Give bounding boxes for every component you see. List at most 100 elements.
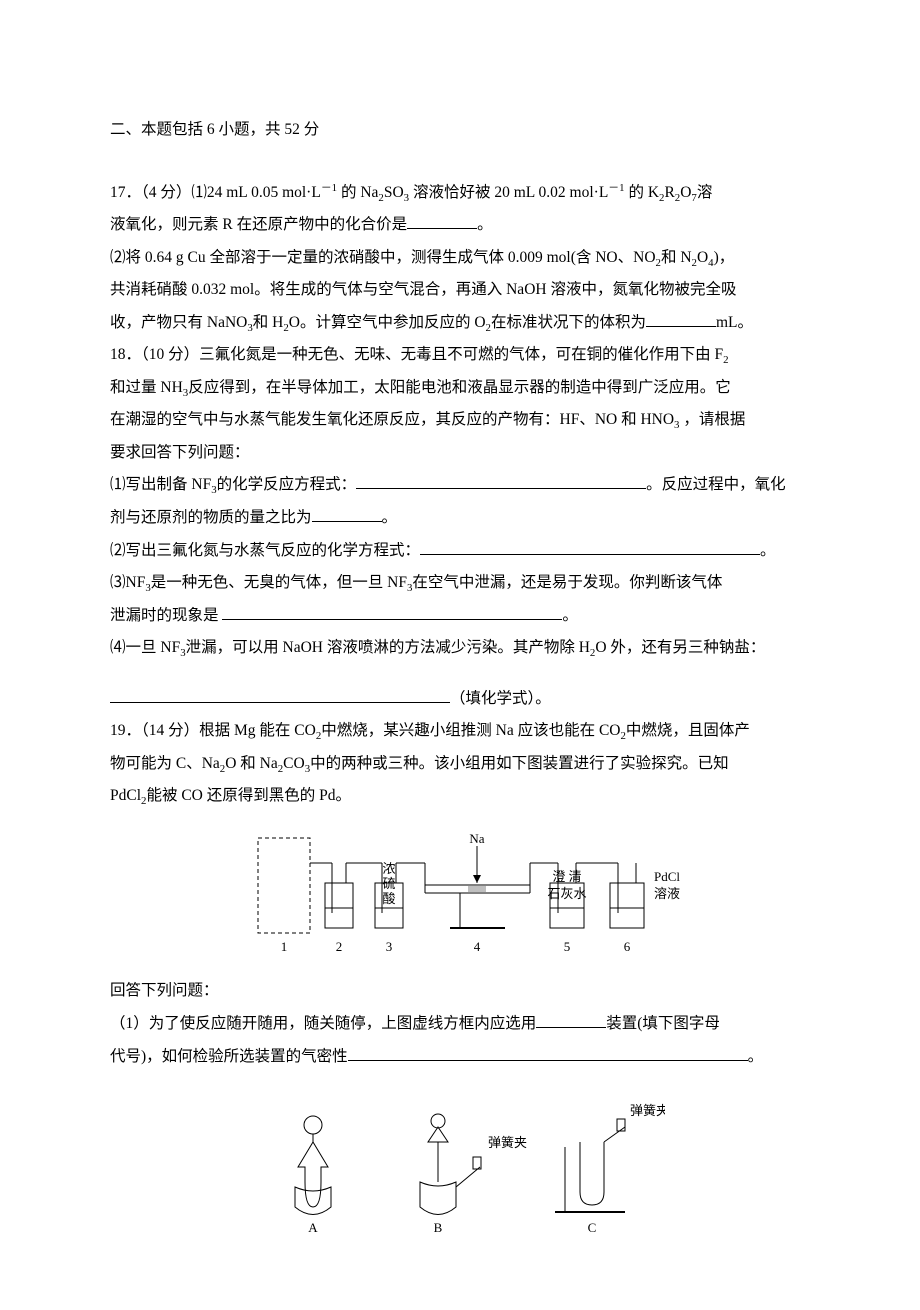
label-b: B bbox=[434, 1220, 443, 1235]
label-3: 3 bbox=[386, 939, 393, 954]
q19-line5: 代号)，如何检验所选装置的气密性 。 bbox=[110, 1041, 820, 1074]
label-sulf: 硫 bbox=[382, 876, 395, 891]
text: （填化学式）。 bbox=[450, 690, 551, 707]
q19-line3: PdCl2能被 CO 还原得到黑色的 Pd。 bbox=[110, 780, 820, 813]
q17-line5: 收，产物只有 NaNO3和 H2O。计算空气中参加反应的 O2在标准状况下的体积… bbox=[110, 307, 820, 340]
text: 反应得到，在半导体加工，太阳能电池和液晶显示器的制造中得到广泛应用。它 bbox=[188, 379, 731, 396]
text: 和过量 NH bbox=[110, 379, 183, 396]
q18-line10: ⑷一旦 NF3泄漏，可以用 NaOH 溶液喷淋的方法减少污染。其产物除 H2O … bbox=[110, 632, 820, 665]
text: 和 H bbox=[253, 314, 284, 331]
q18-line6: 剂与还原剂的物质的量之比为 。 bbox=[110, 502, 820, 535]
text: PdCl bbox=[110, 787, 141, 804]
label-na: Na bbox=[469, 831, 484, 846]
text: 液氧化，则元素 R 在还原产物中的化合价是 bbox=[110, 216, 407, 233]
label-lime: 石灰水 bbox=[547, 886, 586, 901]
label-clear: 澄 清 bbox=[552, 869, 581, 884]
text: ⑵将 0.64 g Cu 全部溶于一定量的浓硝酸中，测得生成气体 0.009 m… bbox=[110, 249, 656, 266]
text: SO bbox=[384, 184, 404, 201]
text: 。 bbox=[760, 542, 776, 559]
blank bbox=[356, 473, 646, 490]
sup: －1 bbox=[608, 181, 624, 193]
sub: 3 bbox=[404, 192, 409, 204]
text: ，请根据 bbox=[679, 411, 745, 428]
q18-line8: ⑶NF3是一种无色、无臭的气体，但一旦 NF3在空气中泄漏，还是易于发现。你判断… bbox=[110, 567, 820, 600]
text: 中燃烧，某兴趣小组推测 Na 应该也能在 CO bbox=[321, 722, 620, 739]
text: 。 bbox=[748, 1048, 764, 1065]
q18-line4: 要求回答下列问题： bbox=[110, 437, 820, 470]
q17-line2: 液氧化，则元素 R 在还原产物中的化合价是 。 bbox=[110, 209, 820, 242]
label-acid: 酸 bbox=[382, 891, 395, 906]
text: O bbox=[680, 184, 691, 201]
text: 。 bbox=[382, 509, 398, 526]
text: mL。 bbox=[716, 314, 753, 331]
text: 在空气中泄漏，还是易于发现。你判断该气体 bbox=[412, 574, 722, 591]
text: 和 N bbox=[661, 249, 692, 266]
text: O bbox=[697, 249, 708, 266]
q18-line1: 18．（10 分）三氟化氮是一种无色、无味、无毒且不可燃的气体，可在铜的催化作用… bbox=[110, 339, 820, 372]
text: 在标准状况下的体积为 bbox=[491, 314, 646, 331]
text: 泄漏时的现象是 bbox=[110, 607, 222, 624]
text: 中的两种或三种。该小组用如下图装置进行了实验探究。已知 bbox=[310, 755, 729, 772]
text: 19．（14 分）根据 Mg 能在 CO bbox=[110, 722, 316, 739]
text: ⑷一旦 NF bbox=[110, 639, 180, 656]
text: 溶液恰好被 20 mL 0.02 mol·L bbox=[413, 184, 608, 201]
text: （1）为了使反应随开随用，随关随停，上图虚线方框内应选用 bbox=[110, 1015, 536, 1032]
text: ⑵写出三氟化氮与水蒸气反应的化学方程式： bbox=[110, 542, 420, 559]
text: ⑴写出制备 NF bbox=[110, 476, 211, 493]
text: O 和 Na bbox=[225, 755, 278, 772]
text: 在潮湿的空气中与水蒸气能发生氧化还原反应，其反应的产物有：HF、NO 和 HNO bbox=[110, 411, 674, 428]
q18-line9: 泄漏时的现象是 。 bbox=[110, 600, 820, 633]
text: 物可能为 C、Na bbox=[110, 755, 220, 772]
text: 代号)，如何检验所选装置的气密性 bbox=[110, 1048, 348, 1065]
text: 的 Na bbox=[341, 184, 378, 201]
text: 。 bbox=[562, 607, 578, 624]
q18-line11: （填化学式）。 bbox=[110, 683, 820, 716]
section-header: 二、本题包括 6 小题，共 52 分 bbox=[110, 114, 820, 147]
blank bbox=[420, 538, 760, 555]
text: 的化学反应方程式： bbox=[217, 476, 357, 493]
label-pdcl2: PdCl₂ bbox=[654, 869, 680, 884]
q19-line4: （1）为了使反应随开随用，随关随停，上图虚线方框内应选用 装置(填下图字母 bbox=[110, 1008, 820, 1041]
label-4: 4 bbox=[474, 939, 481, 954]
label-5: 5 bbox=[564, 939, 571, 954]
q18-line3: 在潮湿的空气中与水蒸气能发生氧化还原反应，其反应的产物有：HF、NO 和 HNO… bbox=[110, 404, 820, 437]
blank bbox=[222, 603, 562, 620]
label-soln: 溶液 bbox=[654, 886, 680, 901]
q19-line2: 物可能为 C、Na2O 和 Na2CO3中的两种或三种。该小组用如下图装置进行了… bbox=[110, 748, 820, 781]
apparatus-diagram-2: A 弹簧夹 B 弹簧夹 C bbox=[110, 1087, 820, 1250]
text: 的 K bbox=[628, 184, 659, 201]
q18-line2: 和过量 NH3反应得到，在半导体加工，太阳能电池和液晶显示器的制造中得到广泛应用… bbox=[110, 372, 820, 405]
text: 18．（10 分）三氟化氮是一种无色、无味、无毒且不可燃的气体，可在铜的催化作用… bbox=[110, 346, 723, 363]
label-2: 2 bbox=[336, 939, 343, 954]
label-1: 1 bbox=[281, 939, 288, 954]
apparatus-diagram-1: 浓 硫 酸 Na 澄 清 石灰水 PdCl₂ 溶液 1 2 3 4 5 6 bbox=[110, 813, 820, 976]
blank bbox=[348, 1044, 748, 1061]
text: 剂与还原剂的物质的量之比为 bbox=[110, 509, 312, 526]
q18-line5: ⑴写出制备 NF3的化学反应方程式：。反应过程中，氧化 bbox=[110, 469, 820, 502]
q17-line1: 17．（4 分）⑴24 mL 0.05 mol·L－1 的 Na2SO3 溶液恰… bbox=[110, 177, 820, 210]
q17-line4: 共消耗硝酸 0.032 mol。将生成的气体与空气混合，再通入 NaOH 溶液中… bbox=[110, 274, 820, 307]
label-c: C bbox=[588, 1220, 597, 1235]
text: O 外，还有另三种钠盐： bbox=[595, 639, 765, 656]
q19-answer-header: 回答下列问题： bbox=[110, 975, 820, 1008]
label-conc: 浓 bbox=[382, 861, 395, 876]
text: )， bbox=[714, 249, 735, 266]
blank bbox=[110, 686, 450, 703]
text: O。计算空气中参加反应的 O bbox=[289, 314, 486, 331]
text: 装置(填下图字母 bbox=[606, 1015, 720, 1032]
text: 。反应过程中，氧化 bbox=[646, 476, 786, 493]
q17-line3: ⑵将 0.64 g Cu 全部溶于一定量的浓硝酸中，测得生成气体 0.009 m… bbox=[110, 242, 820, 275]
text: 能被 CO 还原得到黑色的 Pd。 bbox=[146, 787, 351, 804]
label-6: 6 bbox=[624, 939, 631, 954]
text: 是一种无色、无臭的气体，但一旦 NF bbox=[151, 574, 407, 591]
text: ⑶NF bbox=[110, 574, 145, 591]
label-clip-c: 弹簧夹 bbox=[630, 1103, 665, 1118]
q18-line7: ⑵写出三氟化氮与水蒸气反应的化学方程式： 。 bbox=[110, 535, 820, 568]
blank bbox=[536, 1012, 606, 1029]
label-clip-b: 弹簧夹 bbox=[488, 1135, 527, 1150]
text: 。 bbox=[477, 216, 493, 233]
blank bbox=[646, 310, 716, 327]
text: 17．（4 分）⑴24 mL 0.05 mol·L bbox=[110, 184, 321, 201]
sup: －1 bbox=[321, 181, 337, 193]
blank bbox=[407, 213, 477, 230]
